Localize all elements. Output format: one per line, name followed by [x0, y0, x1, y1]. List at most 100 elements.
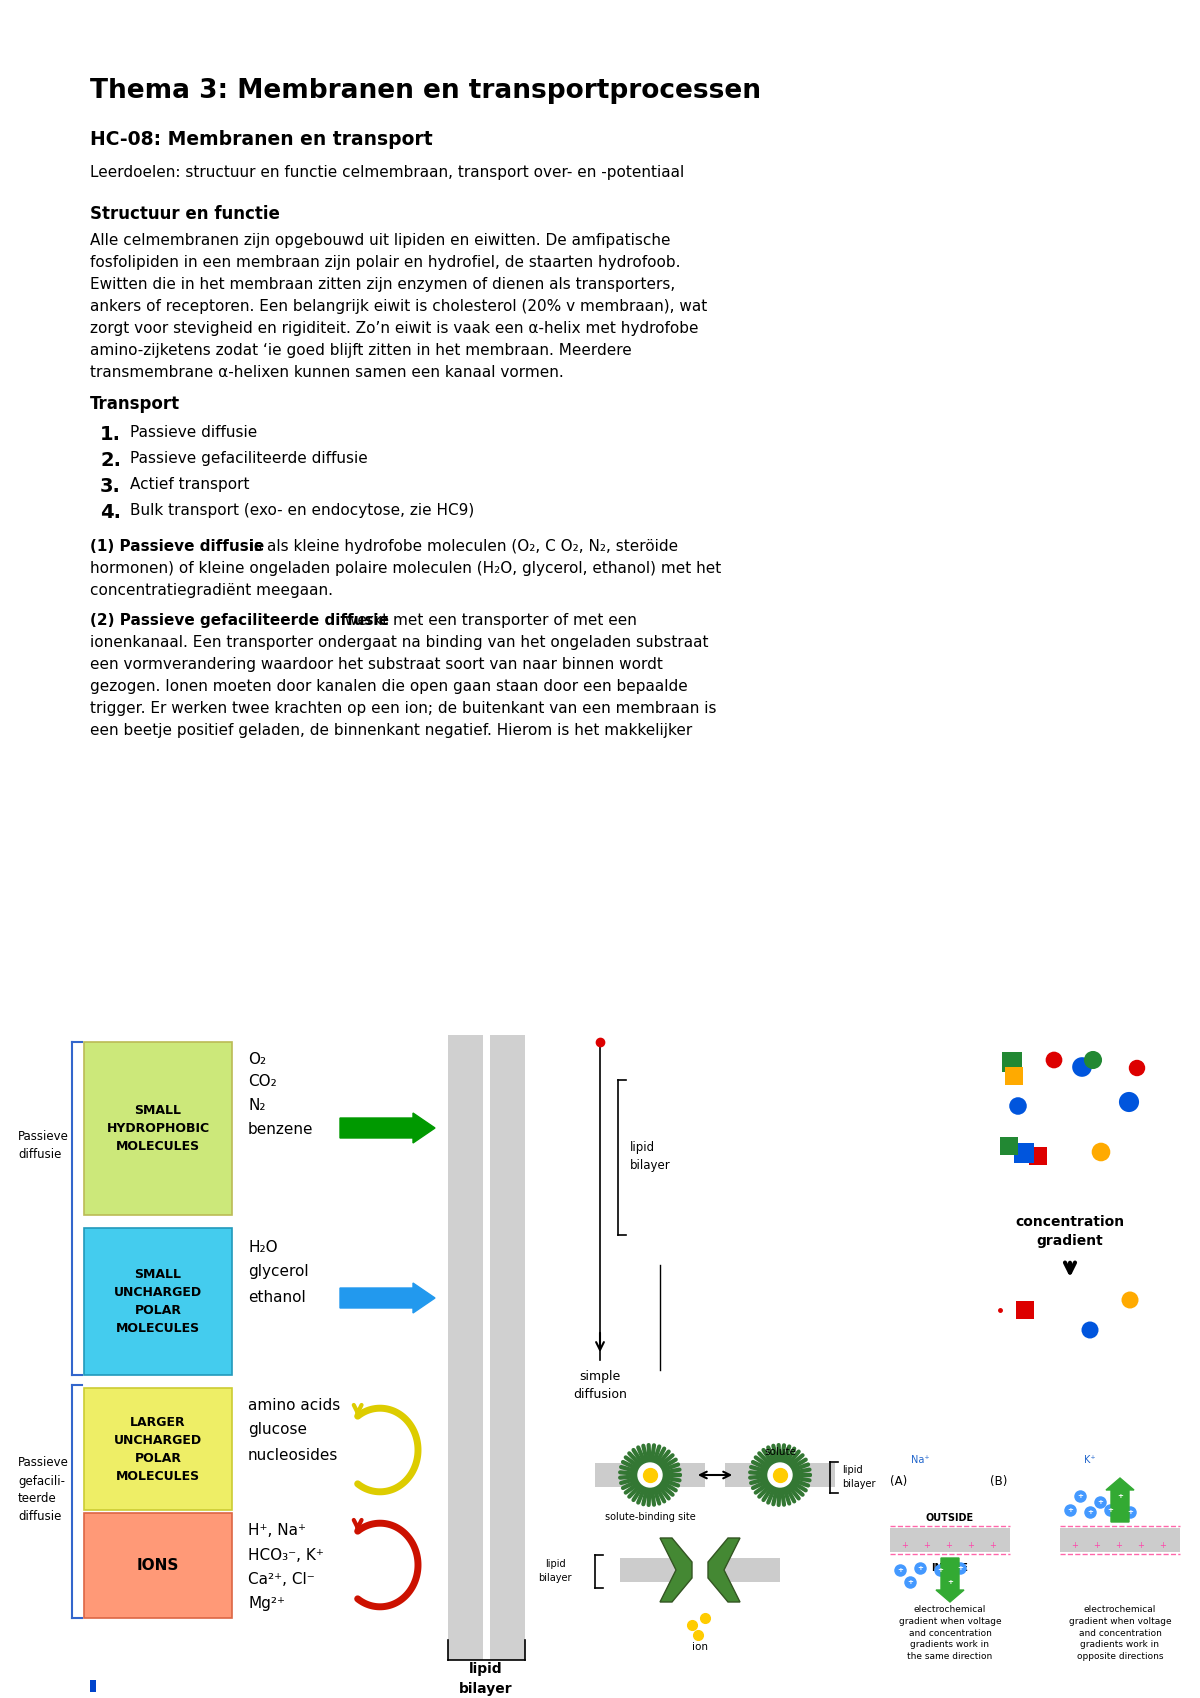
- Text: 1.: 1.: [100, 424, 121, 443]
- Point: [1014, 1139, 1033, 1167]
- Text: +: +: [1117, 1493, 1123, 1499]
- Point: [1015, 1296, 1034, 1323]
- Text: ion: ion: [692, 1642, 708, 1652]
- Text: Passieve
diffusie: Passieve diffusie: [18, 1129, 68, 1160]
- Text: Passieve diffusie: Passieve diffusie: [130, 424, 257, 440]
- Text: +: +: [898, 1567, 902, 1572]
- Bar: [620, 1559, 674, 1583]
- Bar: [84, 1387, 232, 1510]
- Text: H₂O: H₂O: [248, 1240, 277, 1255]
- FancyArrow shape: [1106, 1477, 1134, 1521]
- Text: gezogen. Ionen moeten door kanalen die open gaan staan door een bepaalde: gezogen. Ionen moeten door kanalen die o…: [90, 679, 688, 694]
- Text: amino-zijketens zodat ‘ie goed blijft zitten in het membraan. Meerdere: amino-zijketens zodat ‘ie goed blijft zi…: [90, 343, 631, 358]
- Text: CO₂: CO₂: [248, 1075, 277, 1088]
- Text: Bulk transport (exo- en endocytose, zie HC9): Bulk transport (exo- en endocytose, zie …: [130, 503, 474, 518]
- Point: [1121, 1287, 1140, 1314]
- Text: +: +: [1067, 1508, 1073, 1513]
- Text: +: +: [1116, 1540, 1122, 1550]
- Text: HC-08: Membranen en transport: HC-08: Membranen en transport: [90, 131, 433, 149]
- Bar: [890, 1540, 1010, 1552]
- Text: lipid
bilayer: lipid bilayer: [460, 1662, 512, 1696]
- Text: benzene: benzene: [248, 1122, 313, 1138]
- Text: +: +: [946, 1540, 953, 1550]
- Text: +: +: [1108, 1508, 1112, 1513]
- Text: Ewitten die in het membraan zitten zijn enzymen of dienen als transporters,: Ewitten die in het membraan zitten zijn …: [90, 277, 676, 292]
- Text: werkt met een transporter of met een: werkt met een transporter of met een: [340, 613, 637, 628]
- Text: concentration
gradient: concentration gradient: [1015, 1216, 1124, 1248]
- Bar: [1060, 1540, 1180, 1552]
- Point: [1008, 1092, 1027, 1119]
- Text: solute-binding site: solute-binding site: [605, 1511, 695, 1521]
- Text: (2) Passieve gefaciliteerde diffusie: (2) Passieve gefaciliteerde diffusie: [90, 613, 389, 628]
- Point: [1044, 1046, 1063, 1073]
- Text: een vormverandering waardoor het substraat soort van naar binnen wordt: een vormverandering waardoor het substra…: [90, 657, 662, 672]
- Bar: [84, 1228, 232, 1375]
- Bar: [84, 1043, 232, 1216]
- Text: +: +: [958, 1566, 962, 1571]
- Polygon shape: [708, 1538, 740, 1601]
- Text: trigger. Er werken twee krachten op een ion; de buitenkant van een membraan is: trigger. Er werken twee krachten op een …: [90, 701, 716, 717]
- Text: glucose: glucose: [248, 1421, 307, 1437]
- Text: +: +: [1138, 1540, 1145, 1550]
- Bar: [1060, 1528, 1180, 1540]
- Text: INSIDE: INSIDE: [931, 1562, 968, 1572]
- Text: Leerdoelen: structuur en functie celmembraan, transport over- en -potentiaal: Leerdoelen: structuur en functie celmemb…: [90, 165, 684, 180]
- Text: +: +: [990, 1540, 996, 1550]
- Text: +: +: [1127, 1510, 1133, 1515]
- Text: lipid
bilayer: lipid bilayer: [539, 1559, 571, 1583]
- Text: (B): (B): [990, 1476, 1007, 1487]
- Point: [1128, 1054, 1147, 1082]
- Text: Ca²⁺, Cl⁻: Ca²⁺, Cl⁻: [248, 1572, 314, 1588]
- Bar: [725, 1464, 770, 1487]
- Text: (A): (A): [890, 1476, 907, 1487]
- Text: Passieve
gefacili-
teerde
diffusie: Passieve gefacili- teerde diffusie: [18, 1457, 68, 1523]
- Point: [1120, 1088, 1139, 1116]
- Bar: [725, 1559, 780, 1583]
- Text: concentratiegradiënt meegaan.: concentratiegradiënt meegaan.: [90, 582, 334, 598]
- Point: [1092, 1138, 1111, 1165]
- Bar: [90, 1679, 96, 1691]
- Circle shape: [638, 1464, 662, 1487]
- Bar: [448, 1036, 482, 1661]
- Text: +: +: [901, 1540, 908, 1550]
- Bar: [595, 1464, 640, 1487]
- Point: [1028, 1143, 1048, 1170]
- Circle shape: [768, 1464, 792, 1487]
- Text: +: +: [1078, 1493, 1082, 1499]
- Text: is als kleine hydrofobe moleculen (O₂, C O₂, N₂, steröide: is als kleine hydrofobe moleculen (O₂, C…: [245, 538, 678, 554]
- FancyArrow shape: [936, 1559, 964, 1601]
- Text: SMALL
HYDROPHOBIC
MOLECULES: SMALL HYDROPHOBIC MOLECULES: [107, 1104, 210, 1153]
- Text: ankers of receptoren. Een belangrijk eiwit is cholesterol (20% v membraan), wat: ankers of receptoren. Een belangrijk eiw…: [90, 299, 707, 314]
- Text: +: +: [1072, 1540, 1079, 1550]
- Text: IONS: IONS: [137, 1557, 179, 1572]
- Text: +: +: [947, 1579, 953, 1584]
- Point: [1084, 1046, 1103, 1073]
- Text: zorgt voor stevigheid en rigiditeit. Zo’n eiwit is vaak een α-helix met hydrofob: zorgt voor stevigheid en rigiditeit. Zo’…: [90, 321, 698, 336]
- Text: transmembrane α-helixen kunnen samen een kanaal vormen.: transmembrane α-helixen kunnen samen een…: [90, 365, 564, 380]
- Text: K⁺: K⁺: [1084, 1455, 1096, 1465]
- Text: Mg²⁺: Mg²⁺: [248, 1596, 286, 1611]
- Bar: [490, 1036, 526, 1661]
- Text: Passieve gefaciliteerde diffusie: Passieve gefaciliteerde diffusie: [130, 452, 367, 465]
- Point: [1002, 1048, 1021, 1075]
- Text: electrochemical
gradient when voltage
and concentration
gradients work in
the sa: electrochemical gradient when voltage an…: [899, 1605, 1001, 1661]
- Text: glycerol: glycerol: [248, 1263, 308, 1279]
- Text: OUTSIDE: OUTSIDE: [926, 1513, 974, 1523]
- Text: ethanol: ethanol: [248, 1290, 306, 1306]
- Text: lipid
bilayer: lipid bilayer: [630, 1141, 671, 1173]
- Bar: [790, 1464, 835, 1487]
- Text: +: +: [967, 1540, 974, 1550]
- Text: 4.: 4.: [100, 503, 121, 521]
- Text: ionenkanaal. Een transporter ondergaat na binding van het ongeladen substraat: ionenkanaal. Een transporter ondergaat n…: [90, 635, 708, 650]
- Text: LARGER
UNCHARGED
POLAR
MOLECULES: LARGER UNCHARGED POLAR MOLECULES: [114, 1416, 202, 1482]
- Text: HCO₃⁻, K⁺: HCO₃⁻, K⁺: [248, 1549, 324, 1562]
- FancyArrow shape: [340, 1284, 436, 1313]
- Text: Transport: Transport: [90, 396, 180, 413]
- Text: O₂: O₂: [248, 1053, 266, 1066]
- Text: +: +: [937, 1567, 943, 1572]
- Text: +: +: [924, 1540, 930, 1550]
- Text: amino acids: amino acids: [248, 1397, 341, 1413]
- Point: [1000, 1133, 1019, 1160]
- Text: Actief transport: Actief transport: [130, 477, 250, 492]
- Text: H⁺, Na⁺: H⁺, Na⁺: [248, 1523, 306, 1538]
